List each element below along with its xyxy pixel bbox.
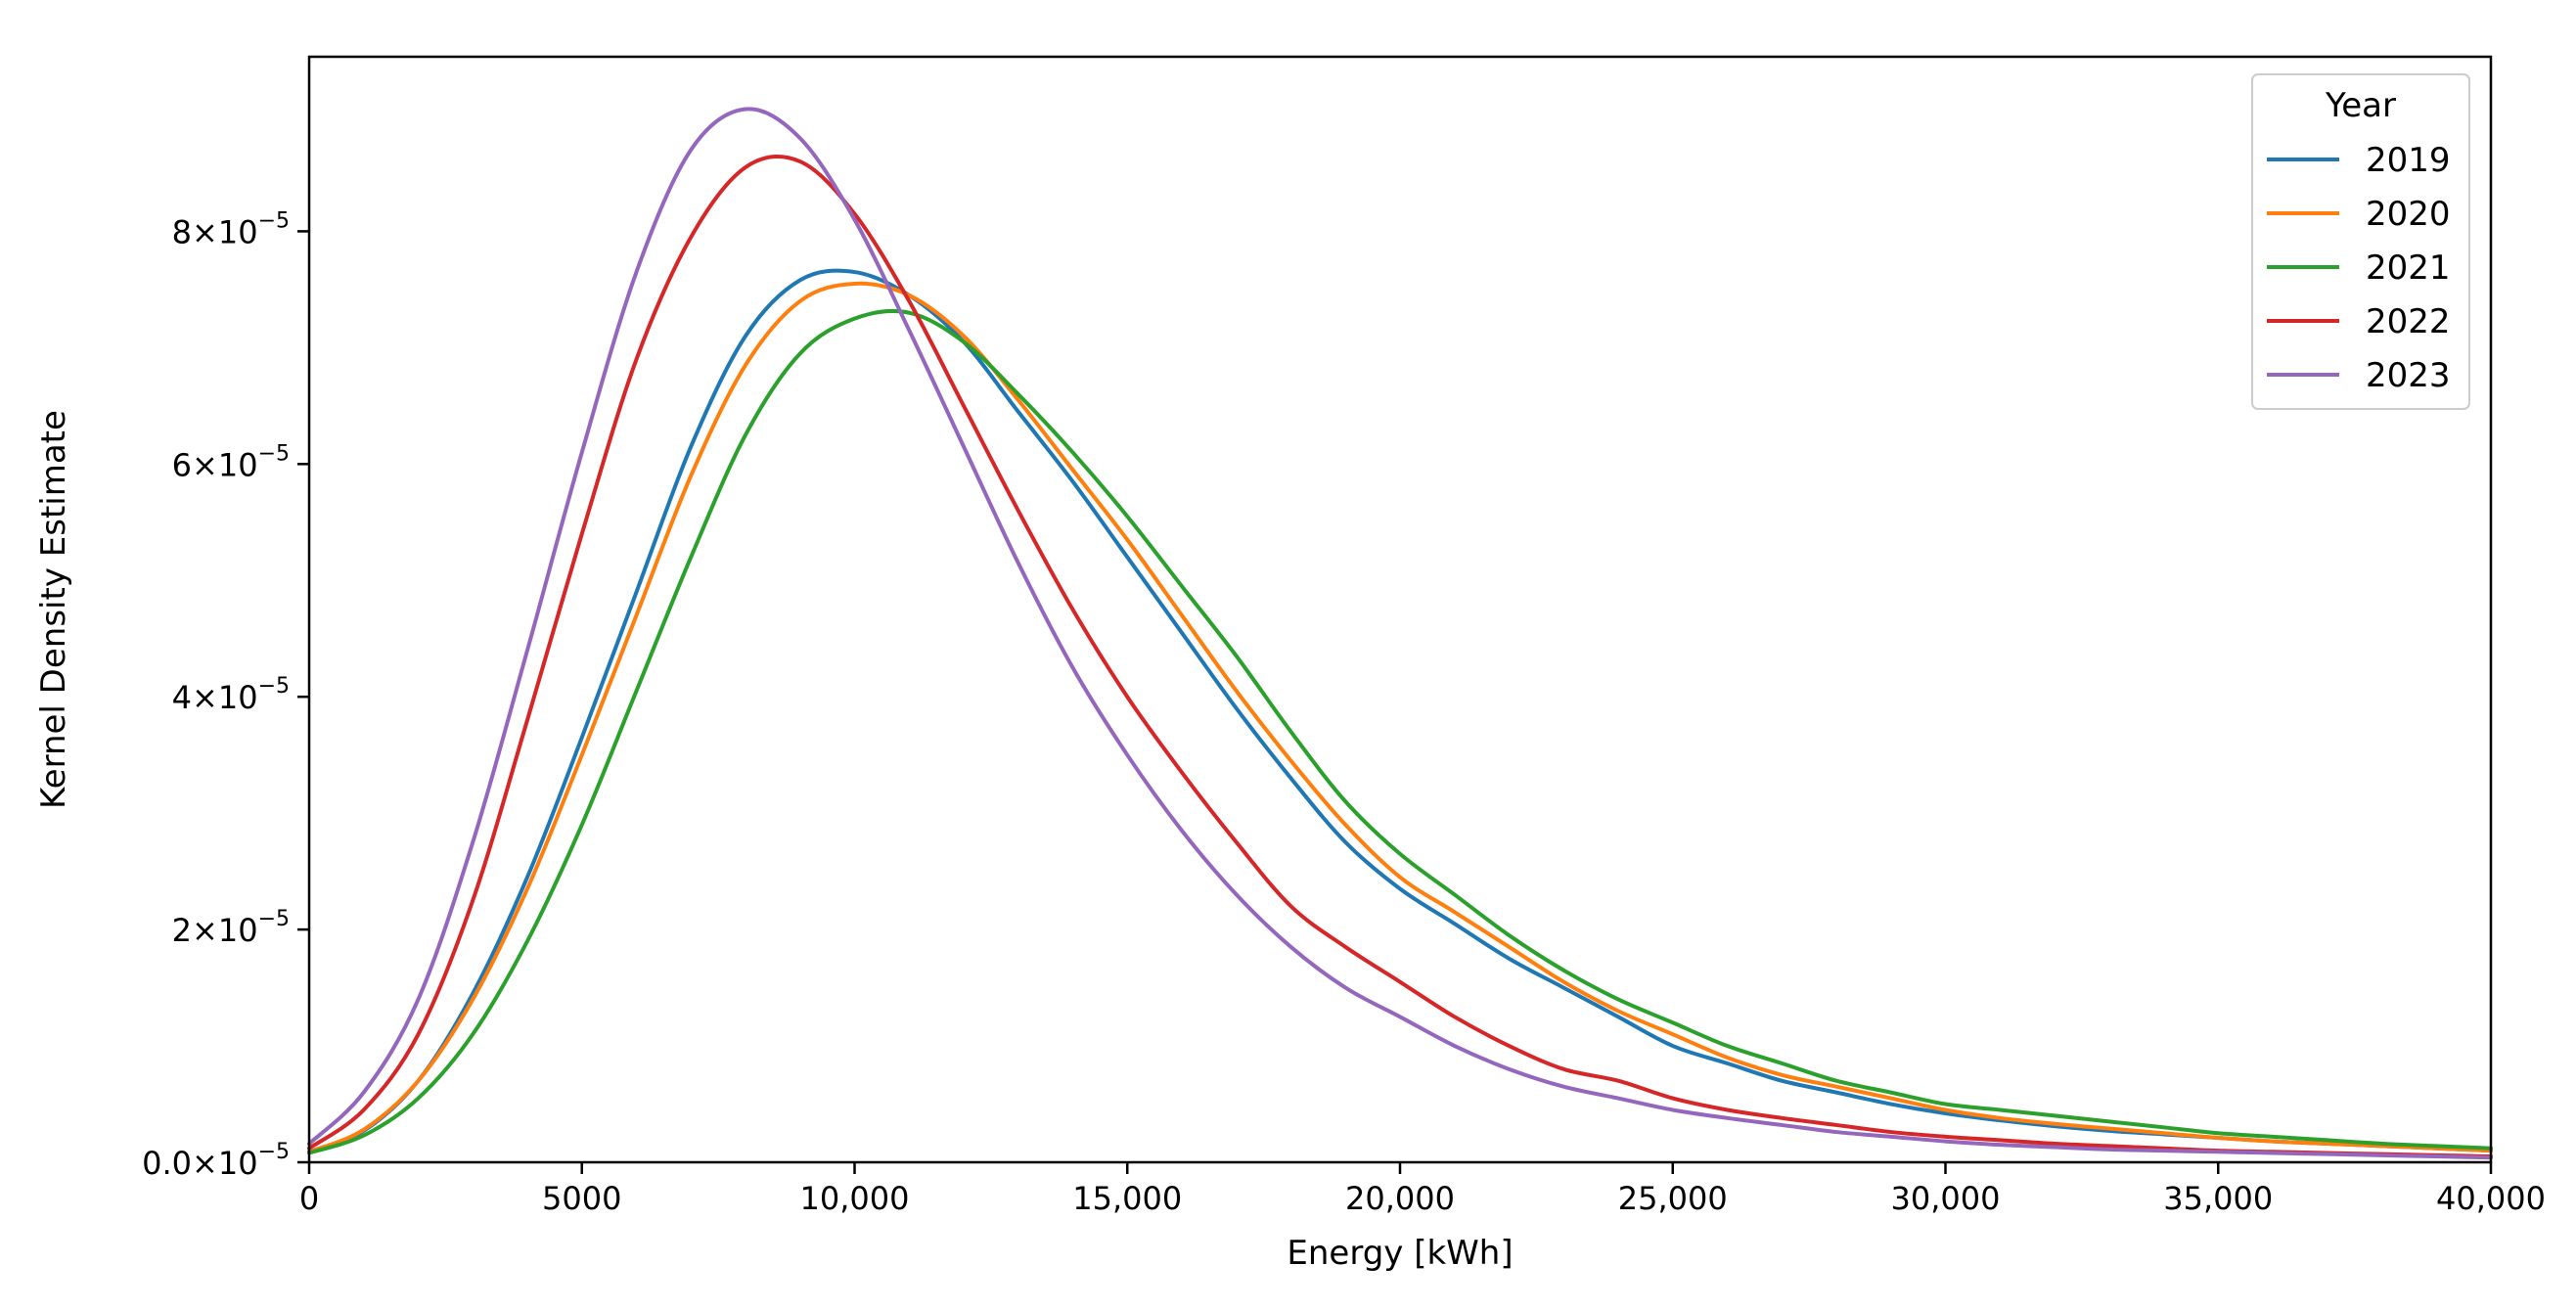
legend-label-2023: 2023 — [2366, 356, 2451, 395]
y-tick-mantissa: 6 — [172, 446, 192, 483]
series-line-2022 — [307, 155, 2493, 1159]
x-tick-label: 20,000 — [1345, 1180, 1455, 1217]
y-tick-base: 10 — [218, 1145, 258, 1182]
y-tick-times-sign: × — [192, 1145, 218, 1182]
series-line-2020 — [307, 281, 2493, 1154]
series-line-2023 — [307, 107, 2493, 1160]
legend-title: Year — [2325, 86, 2396, 125]
x-tick-label: 25,000 — [1618, 1180, 1728, 1217]
y-axis-label: Kernel Density Estimate — [34, 410, 73, 809]
x-tick-label: 40,000 — [2436, 1180, 2546, 1217]
y-tick-mantissa: 0.0 — [142, 1145, 192, 1182]
x-axis-label: Energy [kWh] — [1287, 1234, 1513, 1273]
y-tick-label: 8×10−5 — [172, 208, 290, 250]
y-tick-base: 10 — [218, 912, 258, 949]
x-tick-label: 5000 — [542, 1180, 621, 1217]
y-tick-base: 10 — [218, 213, 258, 250]
x-tick-label: 10,000 — [800, 1180, 910, 1217]
legend-label-2020: 2020 — [2366, 195, 2451, 234]
y-tick-mantissa: 8 — [172, 213, 192, 250]
legend-label-2021: 2021 — [2366, 248, 2451, 288]
y-tick-mantissa: 2 — [172, 912, 192, 949]
y-axis: 0.0×10−52×10−54×10−56×10−58×10−5 — [142, 208, 309, 1182]
y-tick-exponent: −5 — [258, 1140, 290, 1164]
series-line-2021 — [307, 308, 2493, 1155]
legend: Year 2019 2020 2021 2022 2023 — [2251, 73, 2470, 410]
plot-frame — [307, 55, 2493, 1164]
x-tick-label: 15,000 — [1072, 1180, 1182, 1217]
y-tick-label: 0.0×10−5 — [142, 1140, 290, 1182]
y-tick-times-sign: × — [192, 213, 218, 250]
y-tick-base: 10 — [218, 679, 258, 716]
series-layer — [307, 107, 2493, 1160]
y-tick-exponent: −5 — [258, 208, 290, 233]
y-tick-mantissa: 4 — [172, 679, 192, 716]
x-tick-label: 35,000 — [2163, 1180, 2273, 1217]
y-tick-base: 10 — [218, 446, 258, 483]
y-tick-label: 6×10−5 — [172, 441, 290, 483]
x-axis: 0 5000 10,000 15,000 20,000 25,000 30,000 35,00… — [299, 1162, 2546, 1217]
y-tick-exponent: −5 — [258, 441, 290, 466]
y-tick-label: 2×10−5 — [172, 907, 290, 949]
x-tick-label: 0 — [299, 1180, 319, 1217]
series-line-2019 — [307, 268, 2493, 1154]
y-tick-exponent: −5 — [258, 907, 290, 931]
x-tick-label: 30,000 — [1891, 1180, 2001, 1217]
y-tick-times-sign: × — [192, 679, 218, 716]
legend-label-2022: 2022 — [2366, 302, 2451, 341]
y-tick-exponent: −5 — [258, 674, 290, 699]
y-tick-times-sign: × — [192, 912, 218, 949]
legend-label-2019: 2019 — [2366, 141, 2451, 180]
y-tick-times-sign: × — [192, 446, 218, 483]
y-tick-label: 4×10−5 — [172, 674, 290, 716]
